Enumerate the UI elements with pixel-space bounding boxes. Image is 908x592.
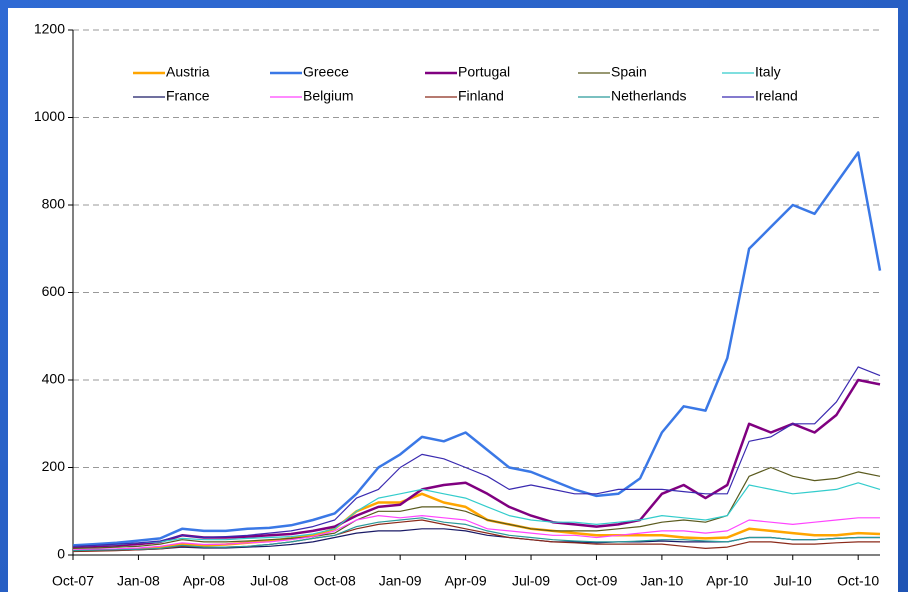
x-tick-label: Jul-10: [774, 573, 812, 589]
y-tick-label: 1000: [34, 108, 65, 124]
series-line: [72, 151, 882, 547]
x-tick-label: Oct-10: [837, 573, 879, 589]
series-line: [72, 492, 881, 552]
legend-label: Portugal: [458, 64, 510, 80]
x-tick-label: Apr-10: [706, 573, 748, 589]
y-tick-label: 400: [42, 371, 66, 387]
y-tick-label: 600: [42, 283, 66, 299]
x-tick-label: Jul-09: [512, 573, 550, 589]
x-tick-label: Jul-08: [250, 573, 288, 589]
x-tick-label: Jan-08: [117, 573, 160, 589]
legend-label: Finland: [458, 88, 504, 104]
legend-label: Italy: [755, 64, 781, 80]
x-tick-label: Oct-07: [52, 573, 94, 589]
legend-label: Ireland: [755, 88, 798, 104]
series-line: [72, 482, 881, 547]
x-tick-label: Oct-08: [314, 573, 356, 589]
y-tick-label: 800: [42, 196, 66, 212]
chart-panel: [8, 8, 898, 592]
y-tick-label: 200: [42, 458, 66, 474]
legend-label: Greece: [303, 64, 349, 80]
y-tick-label: 1200: [34, 21, 65, 37]
legend-label: Belgium: [303, 88, 354, 104]
series-line: [72, 515, 880, 551]
series-line: [72, 366, 881, 547]
legend-label: Spain: [611, 64, 647, 80]
x-tick-label: Apr-08: [183, 573, 225, 589]
x-tick-label: Jan-10: [640, 573, 683, 589]
x-tick-label: Apr-09: [445, 573, 487, 589]
legend-label: France: [166, 88, 210, 104]
legend-label: Austria: [166, 64, 210, 80]
x-tick-label: Jan-09: [379, 573, 422, 589]
x-tick-label: Oct-09: [575, 573, 617, 589]
series-line: [72, 466, 881, 549]
legend-label: Netherlands: [611, 88, 687, 104]
y-tick-label: 0: [57, 546, 65, 562]
series-line: [72, 517, 880, 552]
